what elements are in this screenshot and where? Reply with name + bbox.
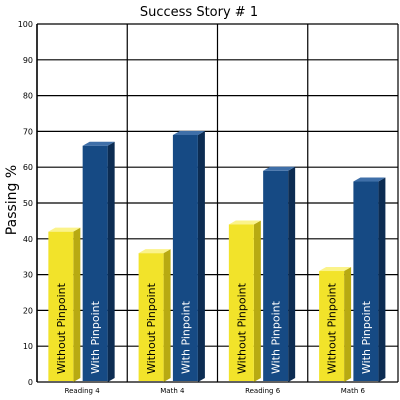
y-tick-label-100: 100 (18, 20, 33, 29)
bars: Without Pinpoint With Pinpoint Without Pin… (48, 130, 386, 382)
y-tick-label-60: 60 (23, 163, 33, 172)
y-tick-label-0: 0 (28, 378, 33, 387)
y-tick-label-80: 80 (23, 92, 33, 101)
bar-front (319, 271, 345, 381)
chart-title: Success Story # 1 (140, 5, 258, 20)
x-tick-label-1: Math 4 (160, 387, 185, 395)
y-tick-label-90: 90 (23, 56, 33, 65)
bar-top (263, 166, 296, 171)
bar-top (353, 177, 386, 182)
y-tick-label-20: 20 (23, 306, 33, 315)
bar-top (48, 227, 81, 232)
bar-math-6-with-pinpoint: With Pinpoint (353, 177, 386, 382)
y-axis-label: Passing % (4, 165, 20, 235)
axes: 0 10 20 30 40 50 60 70 80 90 100 Reading 4 Math 4 Rea… (18, 20, 366, 395)
bar-series-label: Without Pinpoint (235, 282, 248, 374)
bar-reading-6-without-pinpoint: Without Pinpoint (228, 220, 261, 382)
bar-front (172, 134, 198, 381)
bar-side (288, 166, 296, 382)
bar-front (353, 181, 379, 381)
bar-side (344, 267, 352, 382)
x-tick-label-2: Reading 6 (245, 387, 281, 395)
bar-top (319, 267, 352, 272)
bar-series-label: Without Pinpoint (145, 282, 158, 374)
y-tick-label-70: 70 (23, 127, 33, 136)
bar-top (82, 141, 115, 146)
bar-series-label: Without Pinpoint (55, 282, 68, 374)
bar-side (197, 130, 205, 382)
bar-math-4-without-pinpoint: Without Pinpoint (138, 249, 171, 382)
bar-top (228, 220, 261, 225)
x-tick-label-0: Reading 4 (65, 387, 101, 395)
bar-top (138, 249, 171, 254)
bar-math-6-without-pinpoint: Without Pinpoint (319, 267, 352, 382)
bar-series-label: With Pinpoint (270, 300, 283, 374)
bar-reading-4-without-pinpoint: Without Pinpoint (48, 227, 81, 382)
bar-reading-6-with-pinpoint: With Pinpoint (263, 166, 296, 382)
y-tick-label-50: 50 (23, 199, 33, 208)
bar-side (163, 249, 171, 382)
y-tick-label-30: 30 (23, 271, 33, 280)
bar-reading-4-with-pinpoint: With Pinpoint (82, 141, 115, 382)
bar-front (82, 145, 108, 381)
y-tick-label-40: 40 (23, 235, 33, 244)
bar-series-label: With Pinpoint (179, 300, 192, 374)
bar-series-label: Without Pinpoint (326, 282, 339, 374)
bar-series-label: With Pinpoint (89, 300, 102, 374)
bar-front (48, 231, 74, 381)
x-tick-label-3: Math 6 (341, 387, 366, 395)
bar-front (138, 253, 164, 381)
bar-side (253, 220, 261, 382)
bar-series-label: With Pinpoint (360, 300, 373, 374)
bar-side (107, 141, 115, 382)
bar-side (378, 177, 386, 382)
bar-math-4-with-pinpoint: With Pinpoint (172, 130, 205, 382)
bar-front (263, 170, 289, 381)
bar-top (172, 130, 205, 135)
y-tick-label-10: 10 (23, 342, 33, 351)
bar-front (228, 224, 254, 381)
bar-side (73, 227, 81, 382)
